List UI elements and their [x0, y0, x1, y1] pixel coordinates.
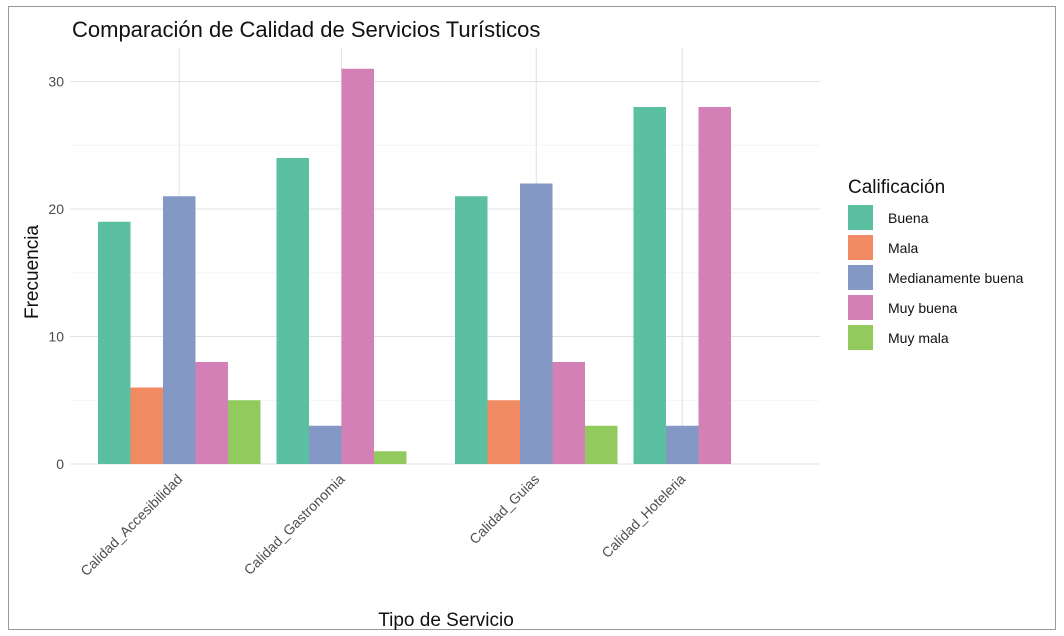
y-tick-label: 10: [48, 329, 64, 345]
bars: [98, 68, 731, 464]
legend-title: Calificación: [848, 177, 945, 198]
legend-label: Medianamente buena: [888, 270, 1024, 286]
bar-medianamente-buena: [666, 425, 699, 464]
bar-buena: [633, 107, 666, 464]
bar-muy-buena: [552, 362, 585, 464]
y-tick-labels: 0 10 20 30: [48, 74, 64, 473]
x-axis-label: Tipo de Servicio: [378, 610, 514, 631]
bar-buena: [98, 221, 131, 464]
legend-label: Buena: [888, 210, 929, 226]
bar-muy-mala: [585, 425, 618, 464]
x-tick-label: Calidad_Hoteleria: [598, 471, 688, 561]
legend-label: Muy buena: [888, 300, 957, 316]
y-tick-label: 0: [56, 456, 64, 472]
bar-mala: [487, 400, 520, 464]
bar-mala: [130, 387, 163, 464]
legend-label: Muy mala: [888, 330, 949, 346]
y-tick-label: 20: [48, 201, 64, 217]
x-tick-label: Calidad_Guias: [466, 471, 542, 547]
legend-key: [848, 265, 873, 290]
y-axis-label: Frecuencia: [22, 225, 43, 319]
legend-key: [848, 235, 873, 260]
x-tick-label: Calidad_Gastronomia: [241, 471, 348, 578]
bar-medianamente-buena: [163, 196, 196, 464]
legend-key: [848, 295, 873, 320]
legend-label: Mala: [888, 240, 919, 256]
bar-muy-buena: [195, 362, 228, 464]
bar-medianamente-buena: [520, 183, 553, 464]
legend: Calificación Buena Mala Medianamente buena…: [848, 177, 1024, 350]
bar-buena: [276, 158, 309, 464]
legend-key: [848, 205, 873, 230]
bar-medianamente-buena: [309, 425, 342, 464]
x-tick-label: Calidad_Accesibilidad: [77, 471, 185, 579]
bar-buena: [455, 196, 488, 464]
x-tick-labels: Calidad_Accesibilidad Calidad_Gastronomia…: [77, 471, 688, 579]
chart-title: Comparación de Calidad de Servicios Turí…: [72, 17, 540, 42]
y-tick-label: 30: [48, 74, 64, 90]
bar-muy-buena: [341, 68, 374, 464]
legend-key: [848, 325, 873, 350]
bar-muy-mala: [228, 400, 261, 464]
bar-muy-buena: [698, 107, 731, 464]
bar-muy-mala: [374, 451, 407, 464]
